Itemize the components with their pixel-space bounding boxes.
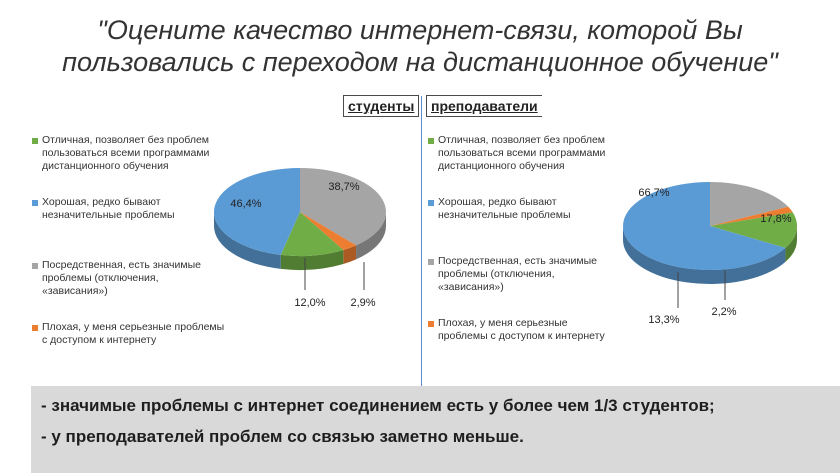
pie-side-excellent [280, 250, 344, 270]
conclusion-line-1: - значимые проблемы с интернет соединени… [41, 396, 715, 415]
pie-slice-good [623, 182, 786, 271]
pie-slice-excellent [710, 212, 797, 248]
pie-slice-bad [300, 212, 357, 251]
title-line-1: "Оцените качество интернет-связи, которо… [97, 15, 743, 45]
legend-text: незначительные проблемы [438, 209, 571, 221]
vertical-divider [421, 96, 422, 473]
legend-item-mediocre: Посредственная, есть значимые проблемы (… [32, 259, 252, 298]
legend-item-good: Хорошая, редко бывают незначительные про… [32, 196, 252, 222]
legend-item-excellent: Отличная, позволяет без проблем пользова… [428, 134, 648, 173]
pie-students: 12,0% 46,4% 38,7% 2,9% [213, 168, 387, 309]
data-label-good: 66,7% [638, 187, 669, 199]
data-label-good: 46,4% [230, 198, 261, 210]
legend-text: Хорошая, редко бывают [42, 196, 161, 208]
legend-text: пользоваться всеми программами [438, 147, 606, 159]
legend-text: «зависания») [438, 281, 504, 293]
legend-text: пользоваться всеми программами [42, 147, 210, 159]
legend-swatch-bad [428, 321, 434, 327]
legend-text: дистанционного обучения [438, 160, 565, 172]
pie-slice-good [213, 168, 300, 255]
legend-swatch-good [428, 200, 434, 206]
legend-text: Плохая, у меня серьезные [438, 317, 568, 329]
pie-slice-excellent [280, 212, 344, 256]
pie-side-good [623, 226, 786, 284]
pie-side-bad [343, 245, 357, 265]
legend-text: Отличная, позволяет без проблем [438, 134, 606, 146]
title-line-2: пользовались с переходом на дистанционно… [62, 47, 778, 77]
legend-item-mediocre: Посредственная, есть значимые проблемы (… [428, 255, 648, 294]
pie-slice-mediocre [710, 182, 789, 226]
legend-text: Плохая, у меня серьезные проблемы [42, 321, 225, 333]
header-students: студенты [343, 95, 420, 117]
legend-text: с доступом к интернету [42, 334, 157, 346]
legend-item-good: Хорошая, редко бывают незначительные про… [428, 196, 648, 222]
data-label-excellent: 12,0% [294, 297, 325, 309]
conclusion-line-2: - у преподавателей проблем со связью зам… [41, 427, 524, 446]
legend-swatch-bad [32, 325, 38, 331]
data-label-bad: 2,2% [711, 306, 736, 318]
pie-slice-mediocre [300, 168, 387, 246]
data-label-mediocre: 17,8% [760, 213, 791, 225]
legend-text: Посредственная, есть значимые [42, 259, 201, 271]
header-teachers: преподаватели [426, 95, 542, 117]
legend-text: Хорошая, редко бывают [438, 196, 557, 208]
legend-swatch-mediocre [428, 259, 434, 265]
legend-text: дистанционного обучения [42, 160, 169, 172]
legend-text: Посредственная, есть значимые [438, 255, 597, 267]
legend-item-excellent: Отличная, позволяет без проблем пользова… [32, 134, 252, 173]
pie-side-mediocre [356, 212, 386, 260]
pie-side-excellent [785, 226, 797, 262]
legend-text: «зависания») [42, 285, 108, 297]
legend-text: проблемы (отключения, [438, 268, 555, 280]
legend-item-bad: Плохая, у меня серьезные проблемы с дост… [428, 317, 648, 343]
legend-text: проблемы (отключения, [42, 272, 159, 284]
conclusions-box: - значимые проблемы с интернет соединени… [31, 386, 840, 473]
data-label-excellent: 13,3% [648, 314, 679, 326]
data-label-mediocre: 38,7% [328, 181, 359, 193]
legend-item-bad: Плохая, у меня серьезные проблемы с дост… [32, 321, 252, 347]
legend-swatch-good [32, 200, 38, 206]
pie-side-good [214, 212, 281, 269]
legend-swatch-excellent [32, 138, 38, 144]
legend-swatch-excellent [428, 138, 434, 144]
pie-teachers: 13,3% 66,7% 17,8% 2,2% [623, 182, 797, 326]
legend-swatch-mediocre [32, 263, 38, 269]
slide-title: "Оцените качество интернет-связи, которо… [0, 14, 840, 78]
pie-slice-bad [710, 206, 793, 226]
data-label-bad: 2,9% [350, 297, 375, 309]
legend-text: проблемы с доступом к интернету [438, 330, 605, 342]
legend-text: Отличная, позволяет без проблем [42, 134, 210, 146]
legend-text: незначительные проблемы [42, 209, 175, 221]
